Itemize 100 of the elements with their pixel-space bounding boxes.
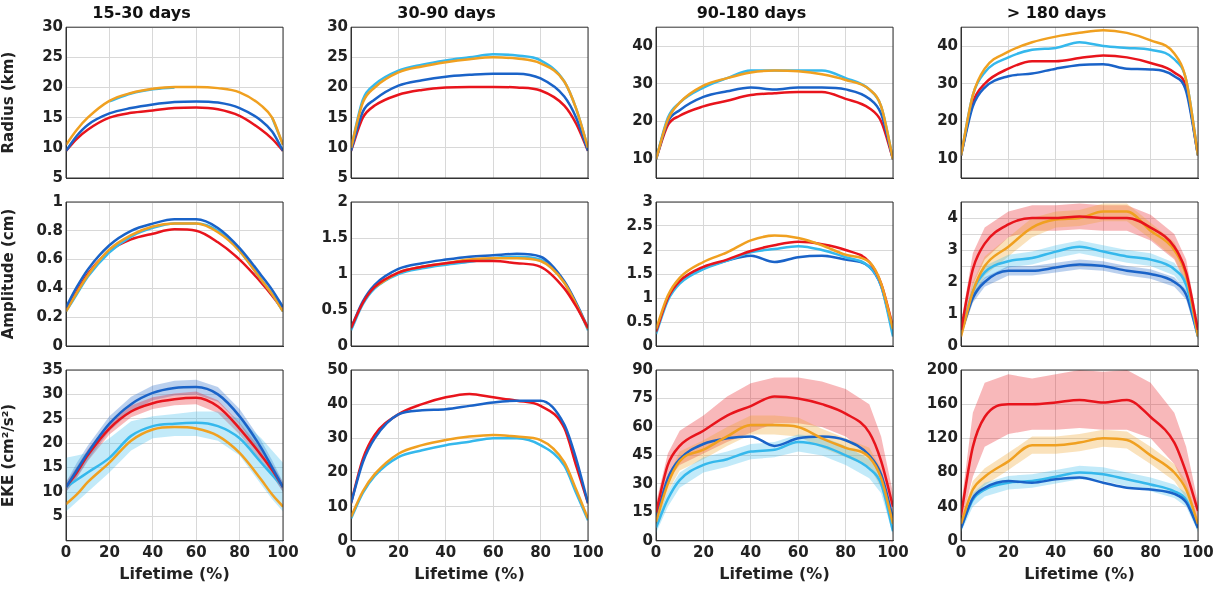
y-tick-label: 40 xyxy=(327,394,348,413)
y-tick-label: 0 xyxy=(337,335,348,354)
x-tick-label: 80 xyxy=(530,542,552,561)
y-tick-label: 60 xyxy=(632,416,653,435)
y-tick-label: 30 xyxy=(632,73,653,92)
y-tick-label: 15 xyxy=(42,457,63,476)
x-axis-title: Lifetime (%) xyxy=(719,563,830,583)
y-tick-label: 1 xyxy=(337,263,348,282)
y-tick-label: 0 xyxy=(642,335,653,354)
y-tick-label: 3 xyxy=(947,239,958,258)
chart-title: 15-30 days xyxy=(92,2,191,22)
y-tick-label: 50 xyxy=(327,359,348,378)
x-tick-label: 100 xyxy=(267,542,299,561)
y-tick-label: 35 xyxy=(42,359,63,378)
x-tick-label: 60 xyxy=(482,542,504,561)
x-tick-label: 100 xyxy=(572,542,604,561)
y-tick-label: 3 xyxy=(642,191,653,210)
y-tick-label: 10 xyxy=(632,149,653,168)
y-tick-label: 30 xyxy=(632,473,653,492)
x-axis-title: Lifetime (%) xyxy=(414,563,525,583)
chart-title: 30-90 days xyxy=(397,2,496,22)
x-tick-label: 100 xyxy=(1182,542,1214,561)
x-tick-label: 20 xyxy=(98,542,120,561)
y-tick-label: 0 xyxy=(947,530,958,549)
y-tick-label: 30 xyxy=(327,428,348,447)
y-tick-label: 30 xyxy=(327,17,348,36)
y-tick-label: 25 xyxy=(327,47,348,66)
x-tick-label: 80 xyxy=(1140,542,1162,561)
y-tick-label: 15 xyxy=(632,502,653,521)
x-tick-label: 40 xyxy=(142,542,164,561)
y-tick-label: 25 xyxy=(42,408,63,427)
y-tick-label: 45 xyxy=(632,445,653,464)
y-tick-label: 4 xyxy=(947,207,958,226)
y-tick-label: 25 xyxy=(42,47,63,66)
x-tick-label: 20 xyxy=(387,542,409,561)
y-tick-label: 30 xyxy=(937,73,958,92)
x-tick-label: 20 xyxy=(997,542,1019,561)
x-tick-label: 40 xyxy=(740,542,762,561)
y-tick-label: 40 xyxy=(937,496,958,515)
x-tick-label: 40 xyxy=(1045,542,1067,561)
y-tick-label: 0.2 xyxy=(36,307,63,326)
y-tick-label: 2 xyxy=(337,191,348,210)
y-tick-label: 1 xyxy=(52,191,63,210)
y-tick-label: 0 xyxy=(642,530,653,549)
y-tick-label: 20 xyxy=(327,462,348,481)
x-tick-label: 40 xyxy=(435,542,457,561)
y-tick-label: 0.4 xyxy=(36,278,63,297)
y-tick-label: 40 xyxy=(937,35,958,54)
y-tick-label: 5 xyxy=(52,506,63,525)
y-tick-label: 0 xyxy=(947,335,958,354)
y-tick-label: 2 xyxy=(947,271,958,290)
y-tick-label: 40 xyxy=(632,35,653,54)
y-tick-label: 1.5 xyxy=(321,227,348,246)
y-tick-label: 1 xyxy=(947,303,958,322)
y-tick-label: 2 xyxy=(642,239,653,258)
chart-title: > 180 days xyxy=(1006,2,1107,22)
y-tick-label: 5 xyxy=(337,167,348,186)
y-tick-label: 0.8 xyxy=(36,220,63,239)
y-tick-label: 75 xyxy=(632,388,653,407)
chart-title: 90-180 days xyxy=(696,2,807,22)
y-tick-label: 160 xyxy=(926,394,958,413)
x-tick-label: 60 xyxy=(787,542,809,561)
y-tick-label: 20 xyxy=(42,433,63,452)
y-tick-label: 20 xyxy=(632,111,653,130)
y-tick-label: 5 xyxy=(52,167,63,186)
y-tick-label: 0 xyxy=(52,335,63,354)
x-tick-label: 80 xyxy=(835,542,857,561)
y-tick-label: 20 xyxy=(42,77,63,96)
y-tick-label: 10 xyxy=(327,496,348,515)
y-tick-label: 10 xyxy=(42,137,63,156)
y-axis-title: Radius (km) xyxy=(0,51,17,154)
y-tick-label: 200 xyxy=(926,359,958,378)
y-tick-label: 15 xyxy=(42,107,63,126)
y-tick-label: 30 xyxy=(42,17,63,36)
x-tick-label: 80 xyxy=(229,542,251,561)
x-tick-label: 20 xyxy=(692,542,714,561)
y-tick-label: 80 xyxy=(937,462,958,481)
y-tick-label: 0.5 xyxy=(626,311,653,330)
x-tick-label: 60 xyxy=(185,542,207,561)
y-tick-label: 20 xyxy=(327,77,348,96)
y-tick-label: 0 xyxy=(337,530,348,549)
y-tick-label: 0.6 xyxy=(36,249,63,268)
x-axis-title: Lifetime (%) xyxy=(119,563,230,583)
y-axis-title: EKE (cm²/s²) xyxy=(0,403,17,507)
y-tick-label: 2.5 xyxy=(626,215,653,234)
y-tick-label: 0.5 xyxy=(321,299,348,318)
x-tick-label: 100 xyxy=(877,542,909,561)
y-tick-label: 10 xyxy=(42,481,63,500)
x-tick-label: 60 xyxy=(1092,542,1114,561)
y-tick-label: 15 xyxy=(327,107,348,126)
y-tick-label: 1 xyxy=(642,287,653,306)
y-tick-label: 120 xyxy=(926,428,958,447)
y-tick-label: 10 xyxy=(327,137,348,156)
y-axis-title: Amplitude (cm) xyxy=(0,208,17,340)
y-tick-label: 10 xyxy=(937,149,958,168)
y-tick-label: 30 xyxy=(42,384,63,403)
x-axis-title: Lifetime (%) xyxy=(1024,563,1135,583)
y-tick-label: 1.5 xyxy=(626,263,653,282)
y-tick-label: 90 xyxy=(632,359,653,378)
y-tick-label: 20 xyxy=(937,111,958,130)
